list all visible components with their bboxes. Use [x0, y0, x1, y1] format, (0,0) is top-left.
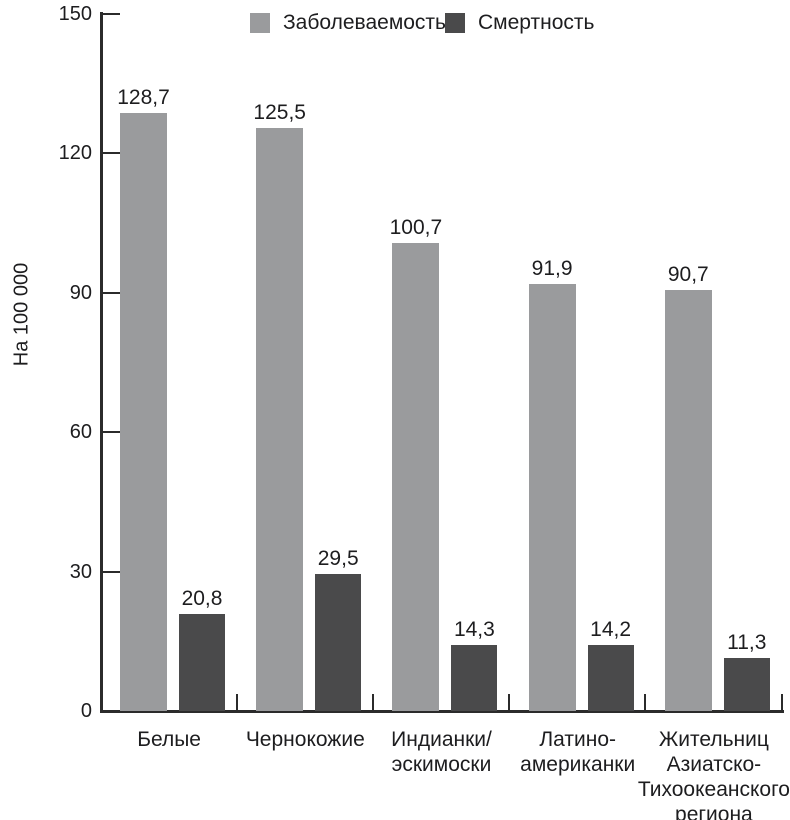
- x-tick: [644, 694, 647, 710]
- y-tick: [100, 152, 120, 155]
- mortality-bar: [451, 644, 498, 711]
- incidence-swatch: [250, 13, 270, 33]
- mortality-bar: [179, 614, 225, 711]
- mortality-bar: [587, 645, 634, 711]
- incidence-bar: [528, 283, 576, 711]
- category-label: Индианки/эскимоски: [391, 728, 492, 776]
- bar-value-label: 14,3: [453, 617, 495, 641]
- y-tick: [100, 291, 120, 294]
- x-axis-line: [100, 710, 784, 713]
- bar-value-label: 100,7: [389, 216, 443, 240]
- bar-value-label: 14,2: [590, 618, 632, 642]
- y-tick: [100, 431, 120, 434]
- x-tick: [508, 694, 511, 710]
- category-label: Чернокожие: [245, 728, 365, 751]
- legend-label-incidence: Заболеваемость: [283, 11, 446, 34]
- y-tick-label: 120: [58, 142, 92, 165]
- mortality-swatch: [445, 13, 465, 33]
- legend-item-mortality: Смертность: [445, 11, 594, 35]
- x-tick: [371, 694, 374, 710]
- y-tick-label: 90: [69, 281, 92, 304]
- y-tick-label: 0: [80, 700, 92, 722]
- incidence-bar: [256, 127, 304, 711]
- bar-value-label: 128,7: [117, 85, 170, 109]
- y-tick: [100, 570, 120, 573]
- bar-value-label: 29,5: [317, 546, 359, 570]
- x-tick: [235, 694, 238, 710]
- category-label: Жительниц Азиатско- Тихоокеанского региона: [637, 728, 790, 820]
- category-label: Белые: [137, 728, 201, 751]
- incidence-bar: [392, 243, 440, 711]
- y-axis-title: На 100 000: [10, 262, 33, 367]
- mortality-bar: [723, 658, 770, 711]
- category-label: Латино-американки: [520, 728, 636, 776]
- y-tick-label: 150: [58, 3, 92, 25]
- bar-value-label: 90,7: [667, 262, 709, 286]
- bar-value-label: 91,9: [531, 256, 573, 280]
- incidence-bar: [120, 112, 167, 711]
- bar-value-label: 11,3: [727, 631, 767, 655]
- bar-value-label: 20,8: [181, 587, 223, 611]
- mortality-bar: [315, 573, 362, 711]
- y-tick: [100, 13, 120, 15]
- y-axis-line: [100, 12, 103, 713]
- y-tick-label: 30: [69, 560, 92, 583]
- x-tick: [780, 694, 783, 710]
- bar-value-label: 125,5: [253, 100, 306, 124]
- legend-label-mortality: Смертность: [478, 11, 595, 34]
- incidence-bar: [664, 289, 712, 711]
- legend-item-incidence: Заболеваемость: [250, 11, 446, 35]
- y-tick-label: 60: [69, 421, 92, 444]
